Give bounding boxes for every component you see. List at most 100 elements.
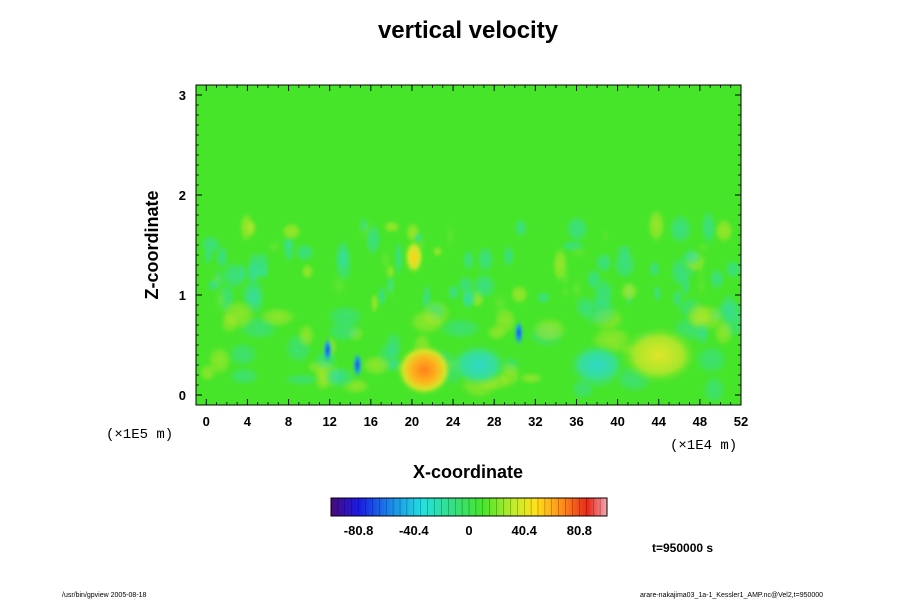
field-texture-blob <box>382 220 402 234</box>
x-tick-label: 44 <box>652 414 667 429</box>
field-texture-blob <box>377 242 394 279</box>
colorbar-segments <box>337 498 601 516</box>
field-feature <box>513 319 524 347</box>
field-texture-blob <box>364 221 383 259</box>
field-texture-blob <box>393 238 404 279</box>
field-texture-blob <box>206 344 233 378</box>
x-axis-label: X-coordinate <box>413 462 523 482</box>
field-texture-blob <box>359 353 393 378</box>
field-feature <box>352 351 363 379</box>
velocity-field <box>197 206 741 405</box>
field-feature <box>567 343 628 387</box>
colorbar-tick-label: -80.8 <box>344 523 374 538</box>
x-tick-label: 40 <box>610 414 624 429</box>
y-axis-label: Z-coordinate <box>142 190 162 299</box>
x-axis-ticks: 0 4 8 12 16 20 24 28 32 36 40 44 48 52 <box>203 85 748 429</box>
y-tick-label: 2 <box>179 188 186 203</box>
field-texture-blob <box>701 373 728 405</box>
field-texture-blob <box>694 321 711 347</box>
x-axis-unit: (×1E4 m) <box>670 438 737 454</box>
field-texture-blob <box>282 237 295 265</box>
y-axis-unit: (×1E5 m) <box>106 427 173 443</box>
field-feature <box>448 343 509 387</box>
field-texture-blob <box>431 245 444 258</box>
field-texture-blob <box>377 284 388 308</box>
field-texture-blob <box>385 274 395 297</box>
colorbar: -80.8 -40.4 0 40.4 80.8 <box>330 497 608 538</box>
field-texture-blob <box>593 251 614 275</box>
field-texture-blob <box>462 247 475 273</box>
field-texture-blob <box>256 306 299 329</box>
x-tick-label: 12 <box>322 414 336 429</box>
field-texture-blob <box>713 217 735 245</box>
field-texture-blob <box>652 283 662 304</box>
colorbar-tick-label: 40.4 <box>512 523 538 538</box>
field-texture-blob <box>646 206 667 245</box>
field-texture-blob <box>601 226 610 245</box>
colorbar-ticks: -80.8 -40.4 0 40.4 80.8 <box>344 523 592 538</box>
field-texture-blob <box>296 321 316 349</box>
field-texture-blob <box>264 236 284 257</box>
field-texture-blob <box>619 280 640 303</box>
field-texture-blob <box>383 329 404 363</box>
footer-left: /usr/bin/gpview 2005-08-18 <box>62 592 147 599</box>
field-texture-blob <box>321 365 359 390</box>
footer-right: arare-nakajima03_1a-1_Kessler1_AMP.nc@Ve… <box>640 592 823 599</box>
field-texture-blob <box>509 283 530 306</box>
field-texture-blob <box>237 260 246 286</box>
field-texture-blob <box>502 243 516 269</box>
field-feature <box>404 239 424 275</box>
field-texture-blob <box>226 366 262 387</box>
field-texture-blob <box>225 340 261 369</box>
field-texture-blob <box>685 302 728 333</box>
field-feature <box>322 336 333 364</box>
y-tick-label: 0 <box>179 388 186 403</box>
chart-title: vertical velocity <box>378 17 559 44</box>
field-texture-blob <box>206 278 221 293</box>
field-texture-blob <box>293 242 317 263</box>
field-texture-blob <box>513 217 529 239</box>
field-texture-blob <box>475 244 496 275</box>
field-texture-blob <box>567 243 592 261</box>
field-texture-blob <box>323 303 366 330</box>
field-texture-blob <box>723 258 741 280</box>
field-texture-blob <box>470 271 498 301</box>
field-texture-blob <box>485 323 509 342</box>
field-texture-blob <box>708 266 726 292</box>
x-tick-label: 24 <box>446 414 461 429</box>
field-texture-blob <box>436 316 485 341</box>
field-texture-blob <box>647 259 662 279</box>
x-tick-label: 20 <box>405 414 419 429</box>
x-tick-label: 4 <box>244 414 252 429</box>
x-tick-label: 32 <box>528 414 542 429</box>
field-texture-blob <box>359 215 368 235</box>
field-texture-blob <box>692 343 731 377</box>
field-texture-blob <box>244 217 258 238</box>
field-texture-blob <box>280 373 322 386</box>
field-texture-blob <box>529 315 570 345</box>
field-texture-blob <box>446 283 461 302</box>
y-tick-label: 1 <box>179 288 186 303</box>
x-tick-label: 48 <box>693 414 707 429</box>
field-texture-blob <box>695 250 706 288</box>
field-texture-blob <box>370 291 380 315</box>
field-texture-blob <box>700 208 717 247</box>
field-texture-blob <box>218 297 258 332</box>
field-texture-blob <box>334 237 352 274</box>
x-tick-label: 16 <box>364 414 378 429</box>
field-texture-blob <box>445 218 456 253</box>
field-texture-blob <box>584 267 603 292</box>
field-texture-blob <box>203 245 214 266</box>
x-tick-label: 36 <box>569 414 583 429</box>
field-feature <box>618 325 699 385</box>
field-feature <box>396 344 453 396</box>
x-tick-label: 52 <box>734 414 748 429</box>
field-texture-blob <box>564 213 590 245</box>
field-texture-blob <box>300 263 315 280</box>
field-texture-blob <box>246 249 266 282</box>
field-texture-blob <box>280 221 303 242</box>
colorbar-tick-label: -40.4 <box>399 523 429 538</box>
y-tick-label: 3 <box>179 88 186 103</box>
